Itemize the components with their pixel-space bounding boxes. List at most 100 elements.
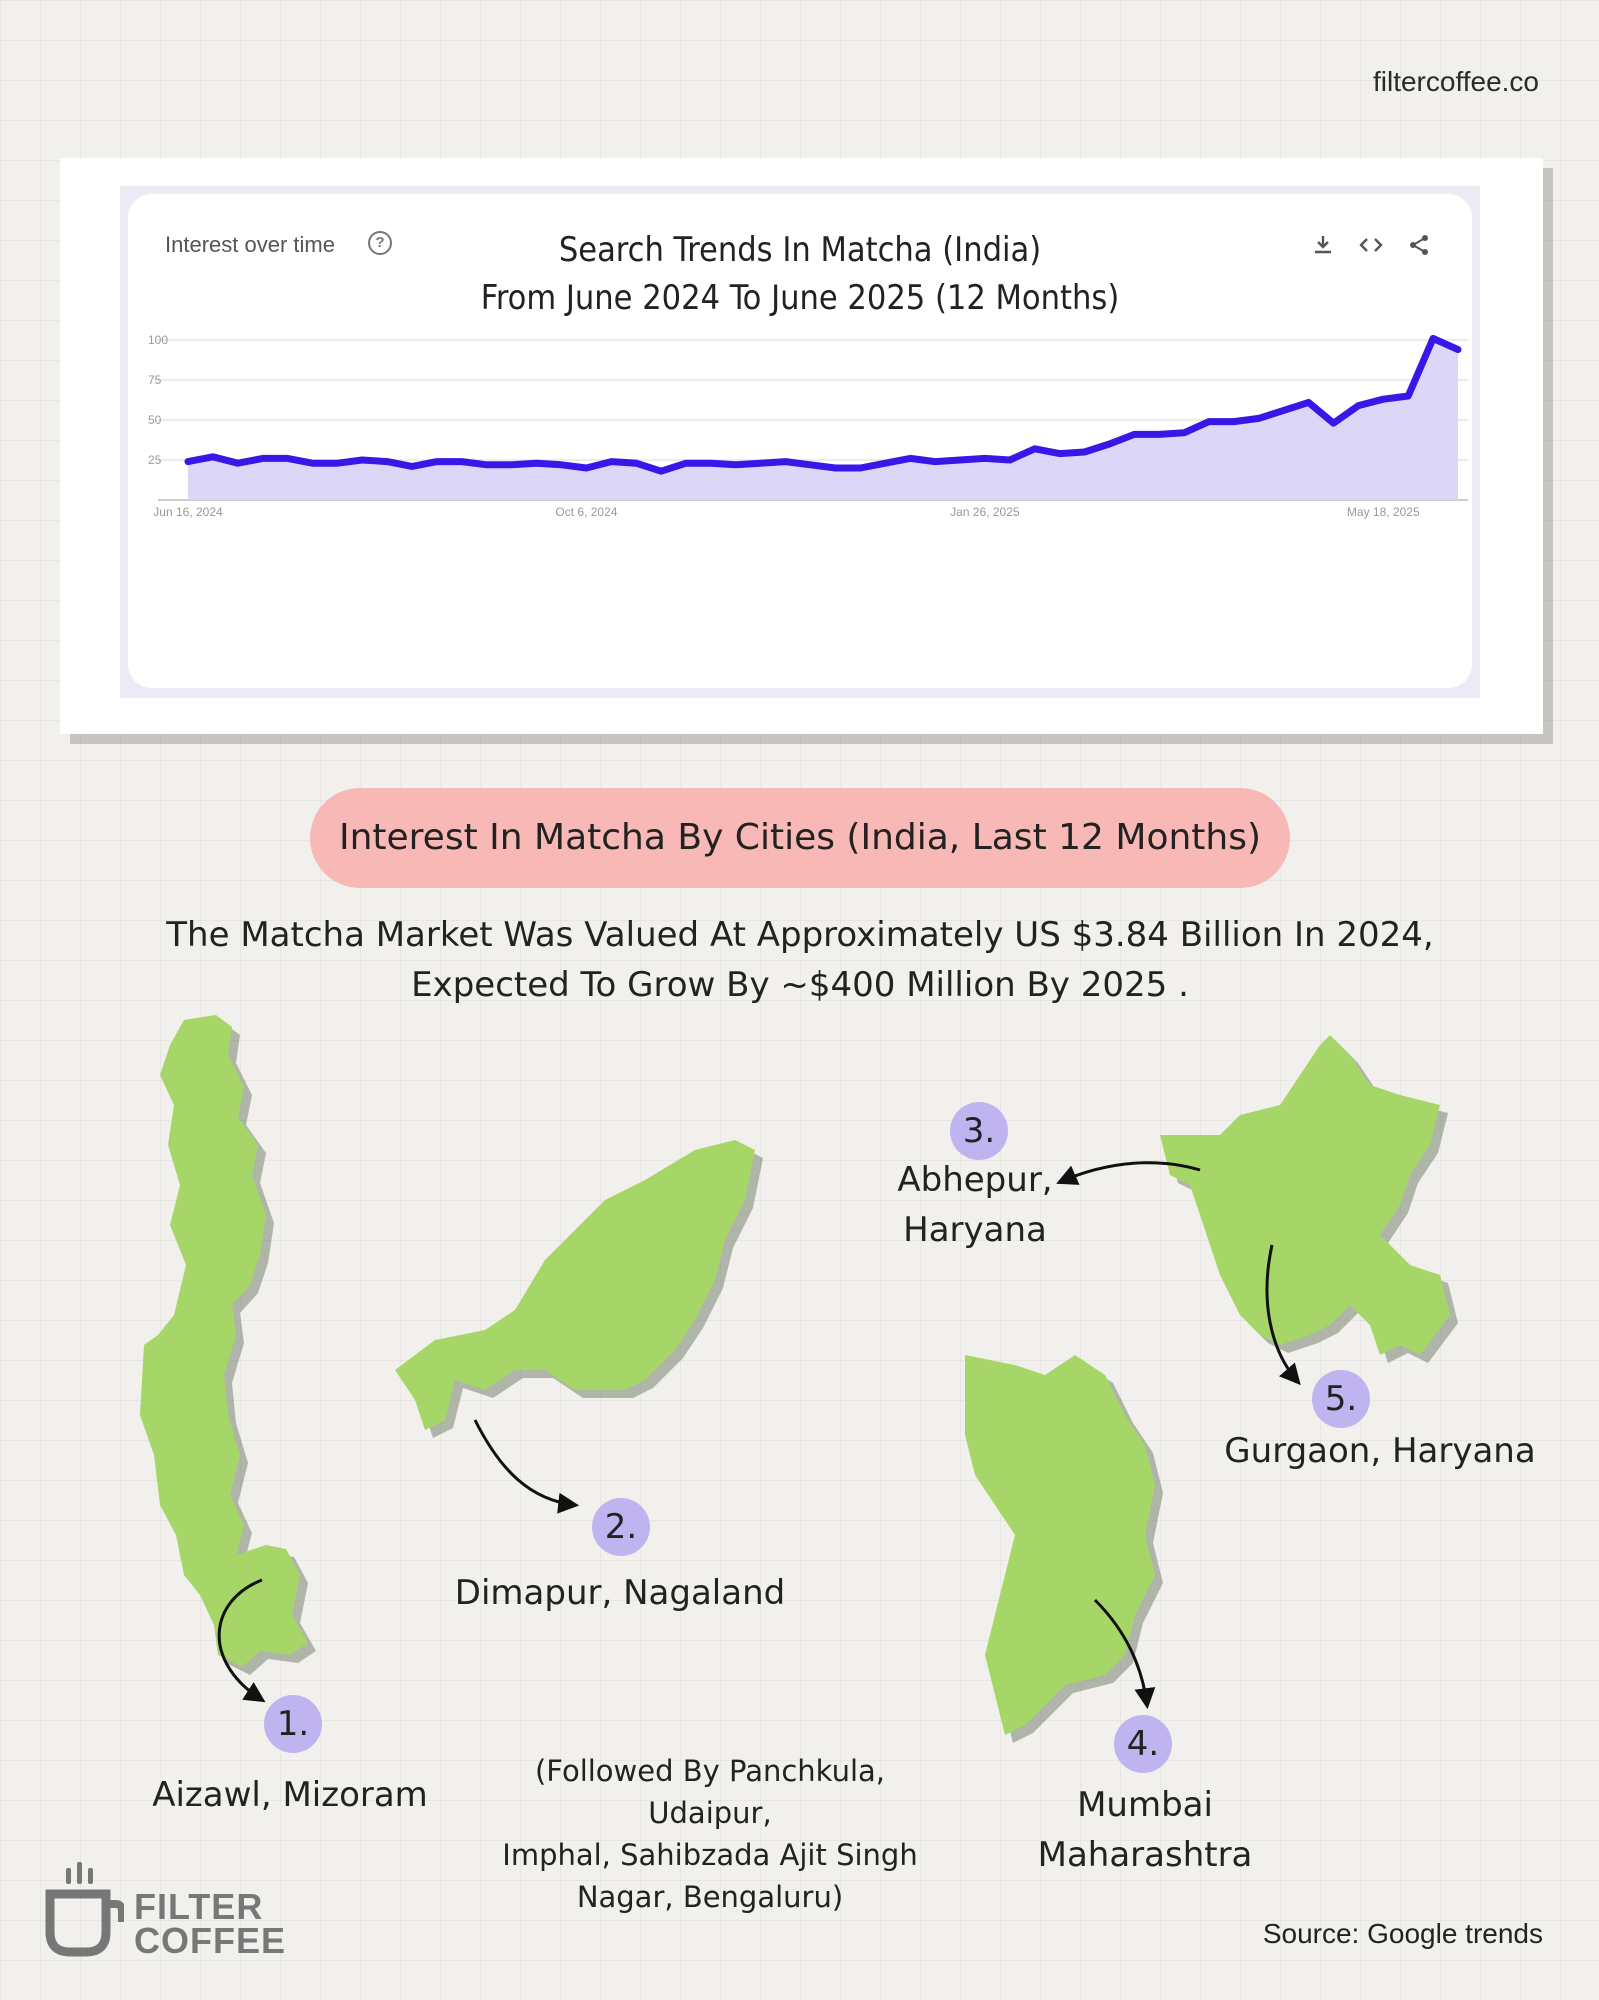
subtitle-line1: The Matcha Market Was Valued At Approxim…: [166, 915, 1434, 955]
logo-line2: COFFEE: [134, 1920, 287, 1961]
data-point: [460, 460, 464, 464]
note-line2: Imphal, Sahibzada Ajit Singh: [502, 1838, 918, 1872]
logo-line1: FILTER: [134, 1886, 264, 1927]
city-abhepur-line1: Abhepur,: [897, 1160, 1053, 1200]
city-gurgaon: Gurgaon, Haryana: [1224, 1431, 1536, 1471]
data-point: [659, 469, 663, 473]
data-point: [435, 460, 439, 464]
data-point: [335, 461, 339, 465]
market-subtitle: The Matcha Market Was Valued At Approxim…: [150, 910, 1450, 1010]
data-point: [1033, 447, 1037, 451]
rank-badge-1: 1.: [264, 1695, 322, 1753]
data-point: [1157, 432, 1161, 436]
data-point: [1058, 452, 1062, 456]
nagaland-map: [395, 1140, 763, 1438]
data-point: [286, 456, 290, 460]
data-point: [1282, 408, 1286, 412]
y-tick-label: 100: [148, 333, 168, 347]
chart-toolbar: [1310, 232, 1432, 258]
y-tick-label: 25: [148, 453, 162, 467]
data-point: [510, 463, 514, 467]
data-point: [410, 464, 414, 468]
haryana-map: [1160, 1035, 1458, 1363]
chart-frame: 25 50 75 100 Jun 16, 2024 Oct 6, 2024 Jan 26, …: [60, 158, 1543, 734]
data-point: [1182, 431, 1186, 435]
data-point: [560, 463, 564, 467]
data-point: [983, 456, 987, 460]
data-point: [709, 461, 713, 465]
x-tick-label: Oct 6, 2024: [555, 505, 617, 519]
data-point: [759, 461, 763, 465]
data-point: [933, 460, 937, 464]
data-point: [1331, 421, 1335, 425]
city-abhepur-line2: Haryana: [903, 1210, 1047, 1250]
chart-title-line1: Search Trends In Matcha (India): [558, 230, 1042, 270]
x-tick-label: Jun 16, 2024: [153, 505, 223, 519]
data-point: [1132, 432, 1136, 436]
series-area: [188, 338, 1458, 500]
followed-by-note: (Followed By Panchkula, Udaipur, Imphal,…: [470, 1750, 950, 1918]
city-abhepur: Abhepur, Haryana: [855, 1155, 1095, 1255]
y-tick-label: 50: [148, 413, 162, 427]
arrow-abhepur: [1056, 1161, 1201, 1185]
data-point: [1381, 397, 1385, 401]
section-title-pill: Interest In Matcha By Cities (India, Las…: [310, 788, 1290, 888]
data-point: [211, 455, 215, 459]
data-point: [186, 460, 190, 464]
arrow-aizawl: [217, 1578, 266, 1703]
series-line: [184, 334, 1462, 475]
data-point: [1456, 348, 1460, 352]
rank-badge-3: 3.: [950, 1102, 1008, 1160]
data-point: [535, 461, 539, 465]
city-dimapur: Dimapur, Nagaland: [454, 1573, 786, 1613]
data-point: [833, 466, 837, 470]
logo-text: FILTER COFFEE: [134, 1886, 287, 1961]
chart-title-line2: From June 2024 To June 2025 (12 Months): [480, 278, 1120, 318]
data-point: [609, 460, 613, 464]
rank-badge-5: 5.: [1312, 1370, 1370, 1428]
city-mumbai: Mumbai Maharashtra: [1000, 1780, 1290, 1880]
data-point: [883, 461, 887, 465]
data-point: [684, 461, 688, 465]
data-point: [1207, 420, 1211, 424]
note-line1: (Followed By Panchkula, Udaipur,: [534, 1754, 885, 1830]
data-point: [958, 458, 962, 462]
arrow-dimapur: [473, 1419, 580, 1514]
download-icon[interactable]: [1310, 232, 1336, 258]
data-point: [385, 460, 389, 464]
data-point: [1008, 458, 1012, 462]
data-point: [1232, 420, 1236, 424]
data-point: [1257, 416, 1261, 420]
mumbai-map: [965, 1355, 1163, 1743]
trend-chart: 25 50 75 100 Jun 16, 2024 Oct 6, 2024 Jan 26, …: [148, 333, 1468, 519]
site-url[interactable]: filtercoffee.co: [1372, 66, 1539, 97]
mizoram-map: [140, 1015, 316, 1675]
data-point: [1406, 394, 1410, 398]
x-tick-label: Jan 26, 2025: [950, 505, 1020, 519]
chart-card: 25 50 75 100 Jun 16, 2024 Oct 6, 2024 Jan 26, …: [128, 194, 1472, 688]
interest-over-time-label: Interest over time: [165, 232, 335, 257]
city-mumbai-line2: Maharashtra: [1037, 1835, 1253, 1875]
embed-icon[interactable]: [1358, 232, 1384, 258]
subtitle-line2: Expected To Grow By ~$400 Million By 202…: [411, 965, 1189, 1005]
data-point: [360, 458, 364, 462]
rank-badge-4: 4.: [1114, 1715, 1172, 1773]
data-point: [1107, 442, 1111, 446]
data-point: [1431, 336, 1435, 340]
share-icon[interactable]: [1406, 232, 1432, 258]
data-point: [809, 463, 813, 467]
help-icon[interactable]: ?: [368, 231, 392, 255]
data-point: [236, 461, 240, 465]
data-point: [261, 456, 265, 460]
chart-inner: 25 50 75 100 Jun 16, 2024 Oct 6, 2024 Jan 26, …: [120, 186, 1480, 698]
y-tick-label: 75: [148, 373, 162, 387]
city-mumbai-line1: Mumbai: [1077, 1785, 1213, 1825]
rank-badge-2: 2.: [592, 1498, 650, 1556]
coffee-cup-icon: [45, 1862, 126, 1957]
data-point: [1082, 450, 1086, 454]
data-point: [634, 461, 638, 465]
filter-coffee-logo: FILTER COFFEE: [44, 1862, 285, 1962]
data-point: [584, 466, 588, 470]
arrow-mumbai: [1093, 1598, 1156, 1710]
